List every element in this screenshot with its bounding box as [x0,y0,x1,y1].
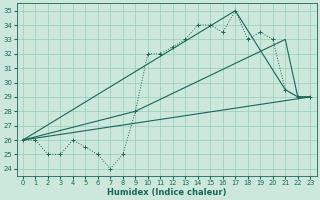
X-axis label: Humidex (Indice chaleur): Humidex (Indice chaleur) [107,188,226,197]
